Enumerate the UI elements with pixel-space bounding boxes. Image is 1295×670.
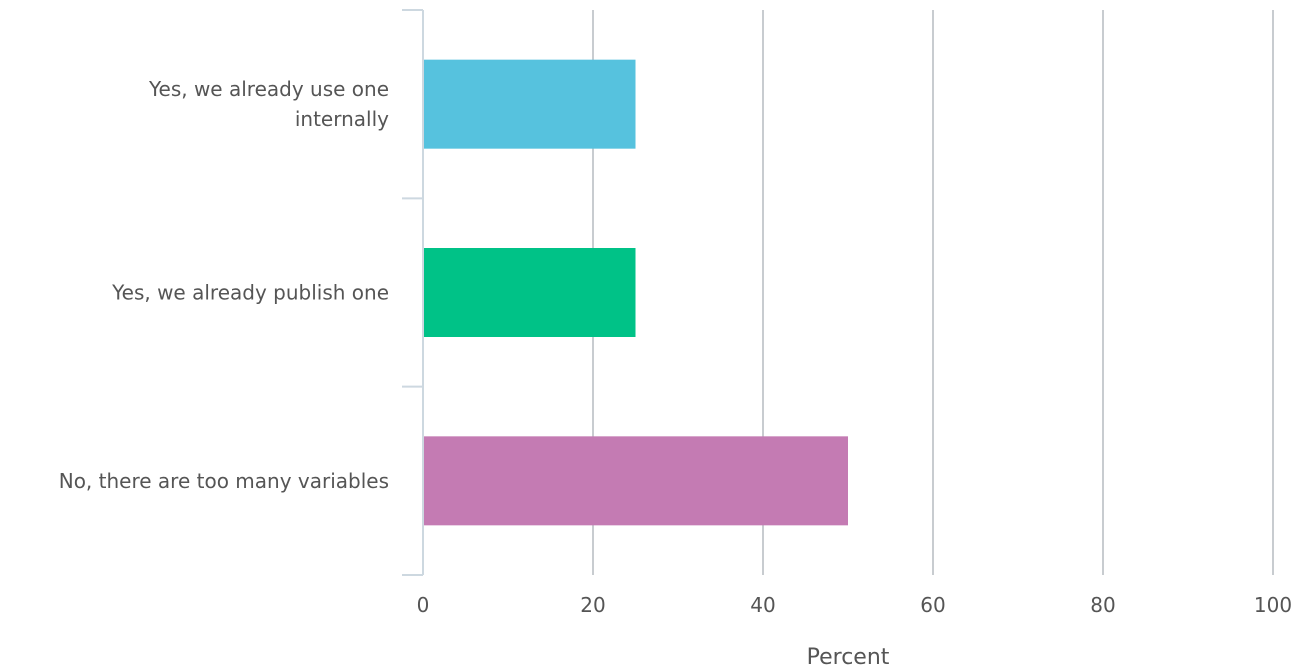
- category-label-1: Yes, we already use one internally: [148, 77, 389, 131]
- x-tick-label-60: 60: [920, 593, 945, 617]
- category-label-3: No, there are too many variables: [59, 469, 389, 493]
- bar-1: [424, 59, 636, 149]
- category-label-line: No, there are too many variables: [59, 469, 389, 493]
- x-tick-label-0: 0: [417, 593, 430, 617]
- bars: [424, 59, 848, 526]
- x-tick-label-40: 40: [750, 593, 775, 617]
- category-axis: [402, 9, 424, 576]
- category-label-line: Yes, we already use one: [148, 77, 389, 101]
- bar-3: [424, 436, 848, 526]
- category-label-2: Yes, we already publish one: [111, 281, 389, 305]
- x-tick-labels: 0 20 40 60 80 100: [417, 593, 1292, 617]
- x-tick-label-20: 20: [580, 593, 605, 617]
- category-label-line: Yes, we already publish one: [111, 281, 389, 305]
- x-tick-label-100: 100: [1254, 593, 1292, 617]
- bar-2: [424, 248, 636, 337]
- x-tick-label-80: 80: [1090, 593, 1115, 617]
- x-axis-title: Percent: [807, 645, 890, 670]
- category-label-line: internally: [295, 107, 389, 131]
